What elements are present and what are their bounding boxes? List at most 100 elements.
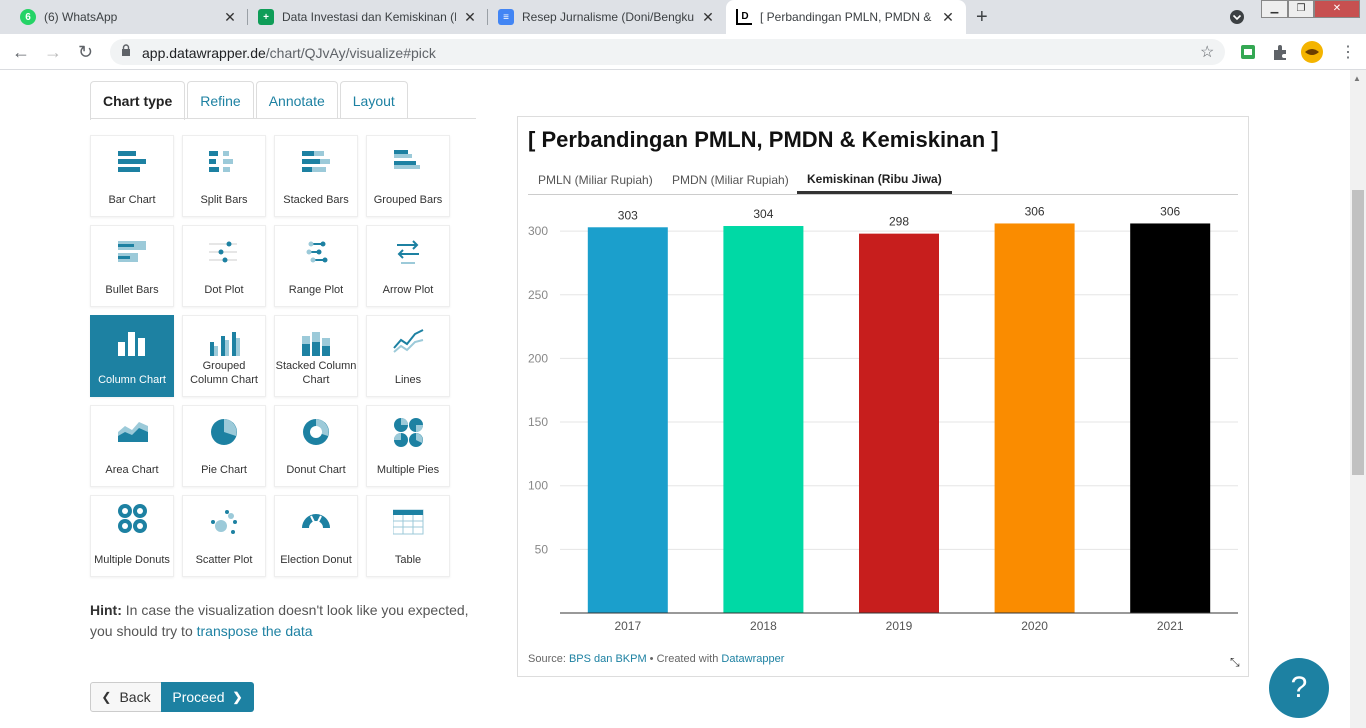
url-text[interactable]: app.datawrapper.de/chart/QJvAy/visualize… [142, 45, 436, 61]
chart-type-bullet-bars[interactable]: Bullet Bars [90, 225, 174, 307]
area-chart-icon [118, 422, 148, 442]
source-link[interactable]: BPS dan BKPM [568, 653, 647, 665]
split-bars-icon [209, 151, 233, 172]
close-tab-icon[interactable]: ✕ [942, 8, 954, 25]
tab-annotate[interactable]: Annotate [255, 81, 338, 119]
y-tick-label: 300 [528, 224, 548, 238]
proceed-button[interactable]: Proceed ❯ [161, 682, 254, 712]
tab-chart-type[interactable]: Chart type [90, 81, 186, 120]
hint-text: Hint: In case the visualization doesn't … [90, 600, 490, 642]
chart-type-label: Multiple Pies [376, 464, 440, 476]
range-plot-icon [306, 241, 328, 263]
chart-type-label: Stacked Bars [283, 194, 349, 206]
chart-tab-pmdn[interactable]: PMDN (Miliar Rupiah) [672, 173, 789, 187]
back-arrow-icon[interactable]: ← [12, 42, 30, 62]
chart-type-label: Scatter Plot [195, 554, 253, 566]
x-tick-label: 2017 [614, 619, 641, 633]
donut-chart-icon [303, 419, 329, 445]
tab-layout[interactable]: Layout [339, 81, 408, 119]
chart-type-bar-chart[interactable]: Bar Chart [90, 135, 174, 217]
stacked-column-chart-icon [302, 332, 330, 356]
minimize-button[interactable]: ▁ [1261, 0, 1288, 18]
tab-title: (6) WhatsApp [44, 10, 118, 24]
chart-type-grid: Bar Chart Split Bars Stacked Bars Groupe… [90, 135, 450, 577]
browser-tab-strip [0, 0, 1366, 34]
close-tab-icon[interactable]: ✕ [464, 8, 476, 25]
maximize-button[interactable]: ❐ [1288, 0, 1314, 18]
chart-type-stacked-bars[interactable]: Stacked Bars [274, 135, 358, 217]
chart-type-scatter-plot[interactable]: Scatter Plot [182, 495, 266, 577]
chart-type-grouped-column-chart[interactable]: Grouped Column Chart [182, 315, 266, 397]
browser-tab-sheets[interactable]: + Data Investasi dan Kemiskinan (Fe ✕ [248, 0, 488, 34]
chart-type-label: Grouped Bars [373, 194, 443, 206]
reload-icon[interactable]: ↻ [78, 42, 94, 62]
tab-search-icon[interactable] [1229, 9, 1245, 25]
chart-type-area-chart[interactable]: Area Chart [90, 405, 174, 487]
browser-tab-whatsapp[interactable]: 6 (6) WhatsApp ✕ [10, 0, 248, 34]
chart-type-label: Range Plot [288, 284, 344, 296]
chart-type-dot-plot[interactable]: Dot Plot [182, 225, 266, 307]
close-tab-icon[interactable]: ✕ [224, 8, 236, 25]
bar [859, 233, 939, 613]
extension-green-icon[interactable] [1239, 43, 1257, 61]
bar [994, 223, 1075, 613]
docs-icon: ≡ [498, 9, 514, 25]
chart-type-pie-chart[interactable]: Pie Chart [182, 405, 266, 487]
chart-type-table[interactable]: Table [366, 495, 450, 577]
chart-tab-kemiskinan[interactable]: Kemiskinan (Ribu Jiwa) [797, 166, 952, 194]
chart-type-multiple-pies[interactable]: Multiple Pies [366, 405, 450, 487]
x-tick-label: 2019 [886, 619, 913, 633]
chart-type-label: Grouped Column Chart [190, 360, 258, 386]
close-tab-icon[interactable]: ✕ [702, 8, 714, 25]
scrollbar-thumb[interactable] [1352, 190, 1364, 475]
chart-type-arrow-plot[interactable]: Arrow Plot [366, 225, 450, 307]
browser-tab-docs[interactable]: ≡ Resep Jurnalisme (Doni/Bengkulu ✕ [488, 0, 726, 34]
address-bar[interactable] [110, 39, 1225, 65]
chart-type-column-chart[interactable]: Column Chart [90, 315, 174, 397]
chart-type-stacked-column-chart[interactable]: Stacked Column Chart [274, 315, 358, 397]
election-donut-icon [302, 514, 330, 528]
help-button[interactable]: ? [1269, 658, 1329, 718]
bookmark-star-icon[interactable]: ☆ [1200, 44, 1215, 61]
chart-type-grouped-bars[interactable]: Grouped Bars [366, 135, 450, 217]
multiple-donuts-icon [118, 504, 147, 533]
chart-type-label: Table [394, 554, 422, 566]
profile-avatar[interactable] [1300, 40, 1324, 64]
chart-tab-pmln[interactable]: PMLN (Miliar Rupiah) [538, 173, 653, 187]
datawrapper-link[interactable]: Datawrapper [721, 653, 785, 665]
dot-plot-icon [209, 241, 237, 263]
grouped-bars-icon [394, 150, 420, 169]
chart-type-label: Arrow Plot [382, 284, 434, 296]
chart-type-multiple-donuts[interactable]: Multiple Donuts [90, 495, 174, 577]
chart-type-lines[interactable]: Lines [366, 315, 450, 397]
back-label: Back [119, 689, 151, 705]
chart-type-label: Dot Plot [204, 284, 244, 296]
y-tick-label: 200 [528, 351, 548, 365]
chart-type-label: Column Chart [98, 374, 166, 386]
pie-chart-icon [211, 419, 237, 445]
datawrapper-icon: D [736, 9, 752, 25]
bar-chart-icon [118, 151, 146, 172]
data-label: 306 [1025, 204, 1045, 218]
data-label: 298 [889, 215, 909, 229]
chart-type-range-plot[interactable]: Range Plot [274, 225, 358, 307]
browser-tab-datawrapper[interactable]: D [ Perbandingan PMLN, PMDN & ✕ [726, 0, 966, 34]
chart-type-donut-chart[interactable]: Donut Chart [274, 405, 358, 487]
tab-refine[interactable]: Refine [187, 81, 254, 119]
chart-type-label: Pie Chart [201, 464, 247, 476]
new-tab-button[interactable]: + [976, 6, 988, 28]
back-button[interactable]: ❮ Back [90, 682, 162, 712]
menu-kebab-icon[interactable]: ⋮ [1340, 44, 1356, 61]
forward-arrow-icon[interactable]: → [44, 42, 62, 62]
bar [723, 226, 804, 613]
bar [1130, 223, 1211, 613]
chart-type-split-bars[interactable]: Split Bars [182, 135, 266, 217]
chart-type-election-donut[interactable]: Election Donut [274, 495, 358, 577]
scroll-up-arrow-icon[interactable]: ▲ [1353, 74, 1361, 83]
close-window-button[interactable]: ✕ [1314, 0, 1360, 18]
transpose-data-link[interactable]: transpose the data [196, 623, 313, 639]
chevron-left-icon: ❮ [101, 690, 112, 704]
resize-handle-icon[interactable]: ⤡ [1230, 655, 1240, 669]
extensions-puzzle-icon[interactable] [1271, 43, 1289, 61]
x-tick-label: 2018 [750, 619, 777, 633]
